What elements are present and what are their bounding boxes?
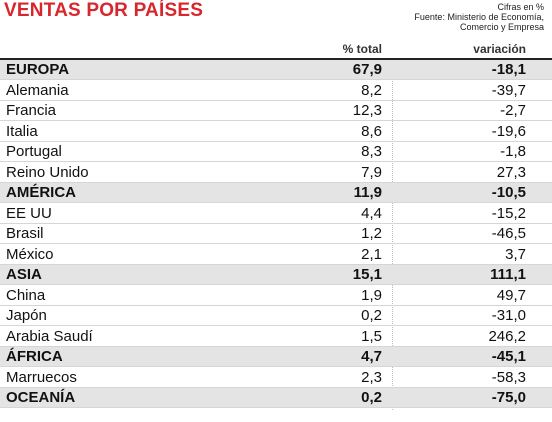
row-label: Marruecos xyxy=(6,368,77,386)
country-row: Arabia Saudí 1,5 246,2 xyxy=(0,327,552,347)
row-label: China xyxy=(6,286,46,304)
share-cell: 0,2 xyxy=(361,307,382,324)
region-row: AMÉRICA 11,9 -10,5 xyxy=(0,183,552,203)
change-cell: -18,1 xyxy=(491,61,526,78)
change-cell: -39,7 xyxy=(491,81,526,99)
country-row: Portugal 8,3 -1,8 xyxy=(0,142,552,162)
share-cell: 4,4 xyxy=(361,204,382,222)
note: Cifras en % xyxy=(497,2,544,12)
region-row: OCEANÍA 0,2 -75,0 xyxy=(0,388,552,408)
share-cell: 11,9 xyxy=(353,184,382,201)
share-cell: 4,7 xyxy=(361,348,382,365)
country-row: EE UU 4,4 -15,2 xyxy=(0,204,552,224)
row-label: EE UU xyxy=(6,204,52,222)
change-cell: 3,7 xyxy=(505,245,526,263)
country-row: Francia 12,3 -2,7 xyxy=(0,101,552,121)
change-cell: -10,5 xyxy=(491,184,526,201)
source-line: Comercio y Empresa xyxy=(459,22,544,32)
row-label: AMÉRICA xyxy=(6,184,76,201)
share-cell: 2,3 xyxy=(361,368,382,386)
change-cell: -2,7 xyxy=(500,102,526,119)
share-cell: 12,3 xyxy=(352,102,382,119)
share-cell: 1,2 xyxy=(361,225,382,242)
row-label: Reino Unido xyxy=(6,163,89,181)
share-cell: 8,6 xyxy=(361,122,382,140)
change-cell: -75,0 xyxy=(491,389,526,406)
change-cell: 111,1 xyxy=(490,266,526,283)
row-label: Arabia Saudí xyxy=(6,327,93,345)
share-cell: 15,1 xyxy=(352,266,382,283)
change-cell: 27,3 xyxy=(496,163,526,181)
share-cell: 1,5 xyxy=(361,327,382,345)
row-label: México xyxy=(6,245,54,263)
row-label: Italia xyxy=(6,122,38,140)
header-rule xyxy=(0,58,552,60)
country-row: Italia 8,6 -19,6 xyxy=(0,122,552,142)
change-cell: -46,5 xyxy=(491,225,526,242)
country-row: Japón 0,2 -31,0 xyxy=(0,306,552,326)
country-row: Reino Unido 7,9 27,3 xyxy=(0,163,552,183)
title: VENTAS POR PAÍSES xyxy=(4,0,204,21)
region-row: ÁFRICA 4,7 -45,1 xyxy=(0,347,552,367)
share-cell: 67,9 xyxy=(352,61,382,78)
change-cell: -19,6 xyxy=(491,122,526,140)
change-cell: 246,2 xyxy=(488,327,526,345)
share-cell: 2,1 xyxy=(361,245,382,263)
region-row: EUROPA 67,9 -18,1 xyxy=(0,60,552,80)
country-row: México 2,1 3,7 xyxy=(0,245,552,265)
column-divider xyxy=(392,60,393,410)
country-row: China 1,9 49,7 xyxy=(0,286,552,306)
country-row: Alemania 8,2 -39,7 xyxy=(0,81,552,101)
row-label: Brasil xyxy=(6,225,44,242)
row-label: Alemania xyxy=(6,81,69,99)
row-label: Japón xyxy=(6,307,47,324)
row-label: OCEANÍA xyxy=(6,389,76,406)
region-row: ASIA 15,1 111,1 xyxy=(0,265,552,285)
change-cell: 49,7 xyxy=(496,286,526,304)
row-label: Portugal xyxy=(6,143,62,160)
change-cell: -1,8 xyxy=(500,143,526,160)
change-cell: -31,0 xyxy=(491,307,526,324)
column-header: variación xyxy=(473,42,526,56)
change-cell: -15,2 xyxy=(491,204,526,222)
row-label: ASIA xyxy=(6,266,42,283)
column-header: % total xyxy=(342,42,382,56)
change-cell: -58,3 xyxy=(491,368,526,386)
share-cell: 7,9 xyxy=(361,163,382,181)
change-cell: -45,1 xyxy=(491,348,526,365)
share-cell: 8,2 xyxy=(361,81,382,99)
row-label: EUROPA xyxy=(6,61,70,78)
share-cell: 1,9 xyxy=(361,286,382,304)
row-label: ÁFRICA xyxy=(6,348,63,365)
country-row: Brasil 1,2 -46,5 xyxy=(0,224,552,244)
share-cell: 8,3 xyxy=(361,143,382,160)
share-cell: 0,2 xyxy=(361,389,382,406)
country-row: Marruecos 2,3 -58,3 xyxy=(0,368,552,388)
row-label: Francia xyxy=(6,102,57,119)
source-line: Fuente: Ministerio de Economía, xyxy=(414,12,544,22)
